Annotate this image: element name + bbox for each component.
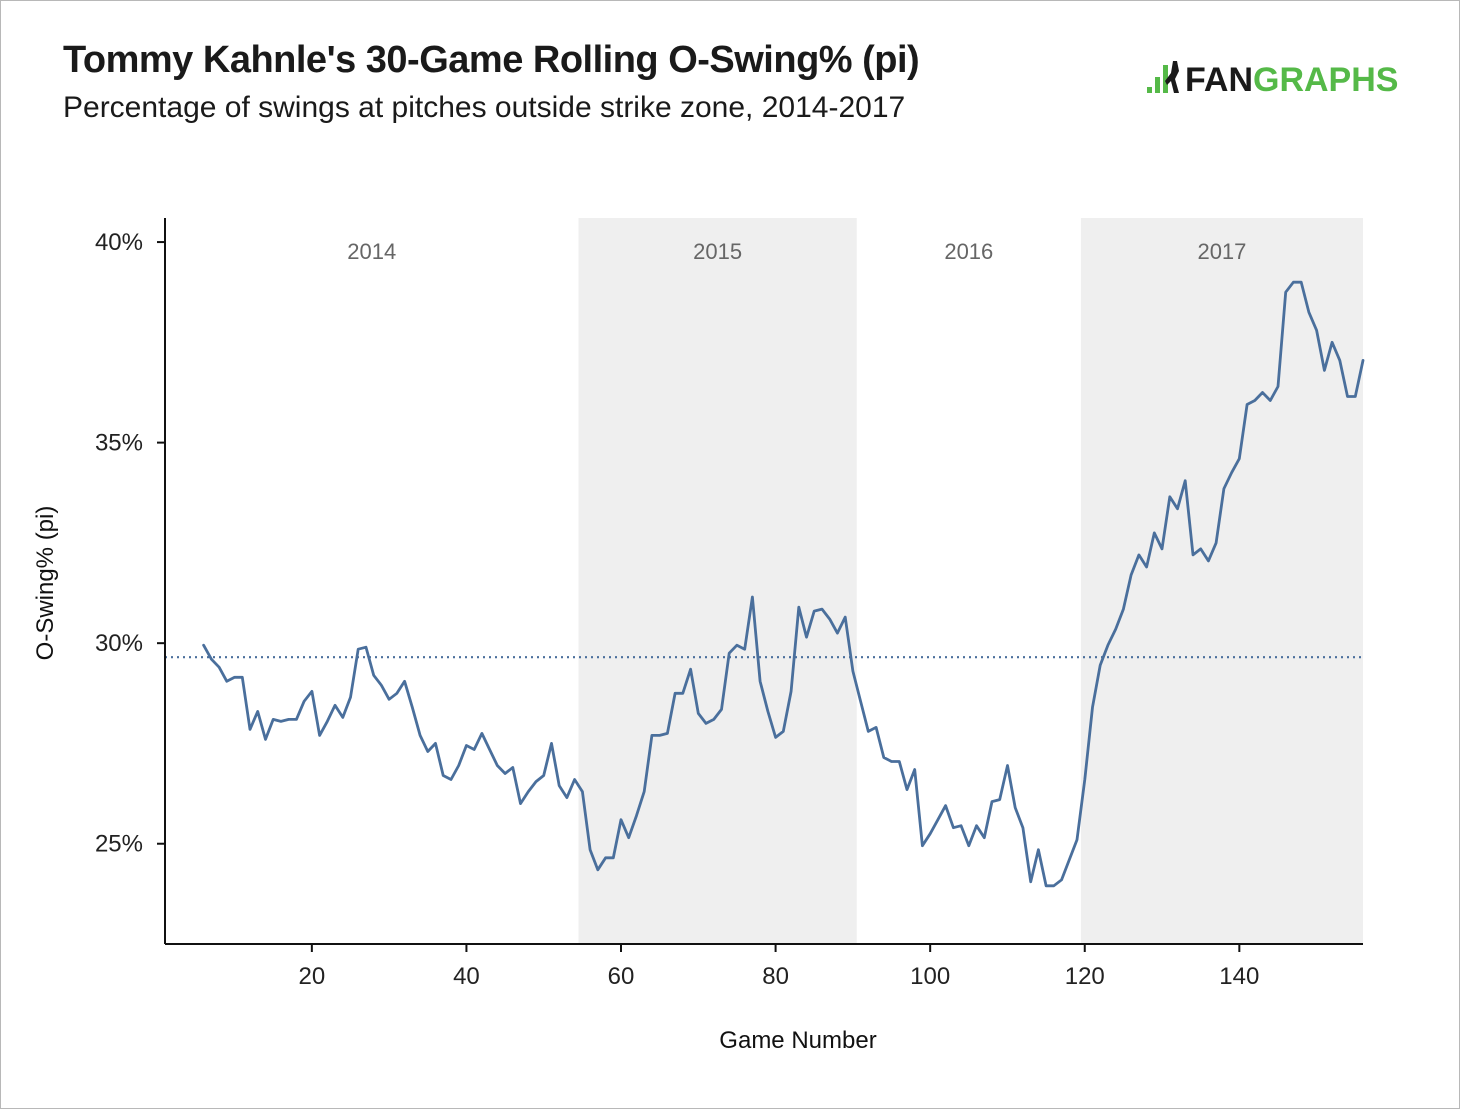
season-label-2016: 2016 (944, 239, 993, 264)
fangraphs-logo: FANGRAPHS (1147, 61, 1398, 99)
logo-text: FANGRAPHS (1185, 61, 1398, 99)
season-shade-2017 (1080, 218, 1363, 944)
x-axis-title: Game Number (719, 1027, 876, 1054)
season-label-2015: 2015 (693, 239, 742, 264)
y-tick-label-40: 40% (95, 229, 143, 256)
y-tick-label-30: 30% (95, 630, 143, 657)
season-label-2017: 2017 (1197, 239, 1246, 264)
x-tick-label-100: 100 (910, 963, 950, 990)
chart-subtitle: Percentage of swings at pitches outside … (63, 91, 906, 124)
season-shade-2015 (578, 218, 857, 944)
y-axis-title: O-Swing% (pi) (32, 506, 59, 661)
series-line-0 (202, 280, 1365, 888)
y-tick-label-35: 35% (95, 430, 143, 457)
x-tick-label-80: 80 (762, 963, 789, 990)
chart-title: Tommy Kahnle's 30-Game Rolling O-Swing% … (63, 39, 920, 81)
logo-text-graphs: GRAPHS (1253, 61, 1398, 99)
x-tick-label-120: 120 (1065, 963, 1105, 990)
x-tick-label-140: 140 (1219, 963, 1259, 990)
x-tick-label-60: 60 (608, 963, 635, 990)
x-tick-label-20: 20 (299, 963, 326, 990)
season-label-2014: 2014 (347, 239, 396, 264)
logo-text-fan: FAN (1185, 61, 1253, 99)
x-tick-label-40: 40 (453, 963, 480, 990)
y-tick-label-25: 25% (95, 831, 143, 858)
